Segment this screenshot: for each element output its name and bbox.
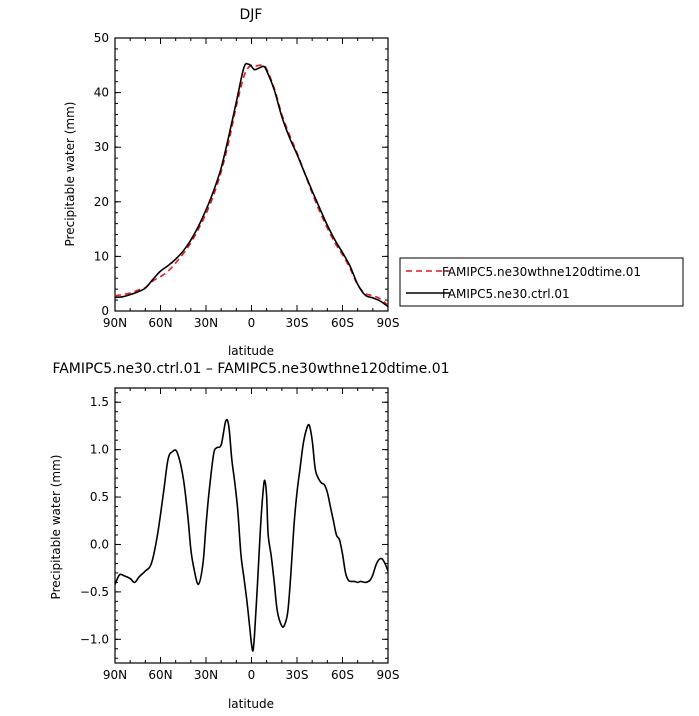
bottom-y-tick-label: −1.0 — [80, 632, 109, 646]
top-y-tick-label: 30 — [94, 140, 109, 154]
bottom-x-axis-label: latitude — [228, 697, 274, 711]
bottom-y-axis-label: Precipitable water (mm) — [49, 455, 63, 600]
bottom-panel-title: FAMIPC5.ne30.ctrl.01 – FAMIPC5.ne30wthne… — [52, 361, 449, 377]
top-x-tick-label: 90S — [377, 316, 400, 330]
top-plot-frame — [114, 37, 389, 312]
bottom-x-tick-label: 60S — [331, 668, 354, 682]
legend-label-ne30wthne120: FAMIPC5.ne30wthne120dtime.01 — [442, 265, 641, 279]
top-x-tick-label: 30N — [194, 316, 218, 330]
top-x-tick-label: 0 — [248, 316, 256, 330]
top-x-tick-label: 60N — [148, 316, 172, 330]
top-y-tick-label: 40 — [94, 86, 109, 100]
bottom-y-tick-label: −0.5 — [80, 585, 109, 599]
top-x-tick-label: 60S — [331, 316, 354, 330]
top-series-line-1 — [114, 62, 389, 308]
legend-box — [399, 257, 684, 307]
top-x-tick-label: 90N — [103, 316, 127, 330]
top-panel: DJF 90N 60N 30N 0 30S 60S 90S 0 10 20 30 40 50 latit… — [63, 7, 684, 358]
top-x-axis-label: latitude — [228, 344, 274, 358]
top-y-axis-label: Precipitable water (mm) — [63, 102, 77, 247]
top-panel-title: DJF — [240, 7, 263, 23]
bottom-y-tick-label: 0.5 — [90, 490, 109, 504]
bottom-x-tick-label: 90N — [103, 668, 127, 682]
bottom-y-tick-label: 1.5 — [90, 395, 109, 409]
legend: FAMIPC5.ne30wthne120dtime.01 FAMIPC5.ne3… — [399, 257, 684, 307]
bottom-x-tick-label: 90S — [377, 668, 400, 682]
bottom-x-tick-label: 30S — [286, 668, 309, 682]
bottom-x-tick-label: 60N — [148, 668, 172, 682]
top-y-tick-label: 20 — [94, 195, 109, 209]
bottom-y-tick-label: 1.0 — [90, 443, 109, 457]
top-x-tick-label: 30S — [286, 316, 309, 330]
top-y-tick-label: 50 — [94, 31, 109, 45]
top-y-tick-label: 0 — [101, 304, 109, 318]
top-series-line-0 — [114, 64, 389, 307]
legend-label-ctrl: FAMIPC5.ne30.ctrl.01 — [442, 287, 570, 301]
bottom-series-line-0 — [114, 418, 389, 652]
top-y-tick-label: 10 — [94, 249, 109, 263]
bottom-x-tick-label: 0 — [248, 668, 256, 682]
bottom-x-tick-label: 30N — [194, 668, 218, 682]
bottom-plot-frame — [114, 387, 389, 664]
bottom-y-tick-label: 0.0 — [90, 537, 109, 551]
bottom-panel: FAMIPC5.ne30.ctrl.01 – FAMIPC5.ne30wthne… — [49, 361, 450, 711]
